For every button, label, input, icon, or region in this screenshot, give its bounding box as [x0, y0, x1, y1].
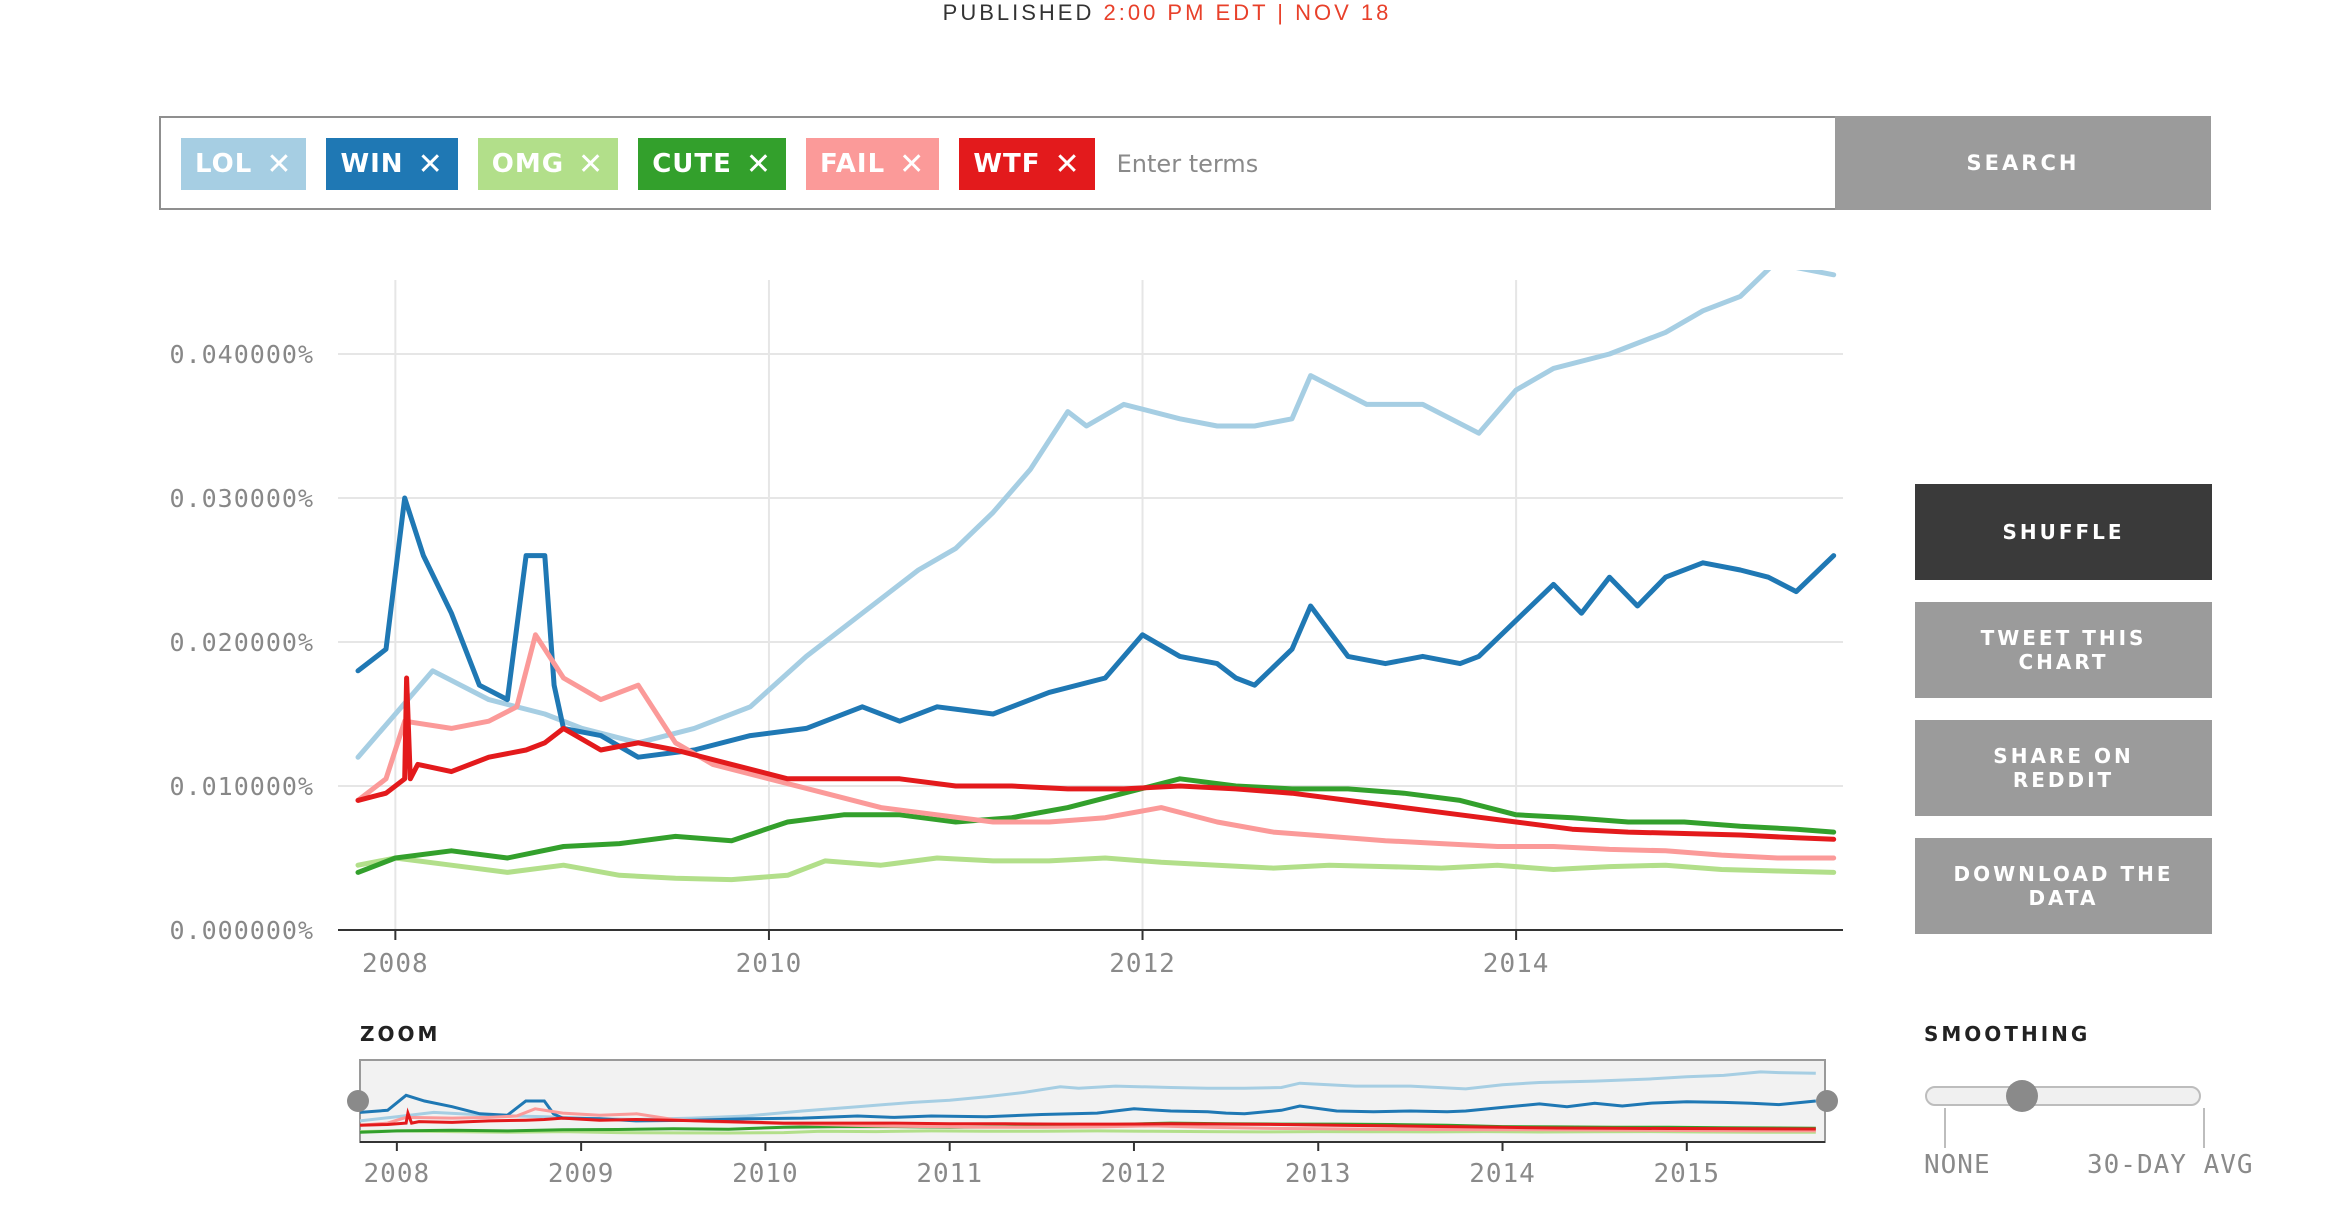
smoothing-label: SMOOTHING [1924, 1022, 2091, 1046]
tag-label: WIN [340, 149, 404, 179]
shuffle-button[interactable]: SHUFFLE [1915, 484, 2212, 580]
y-tick-label: 0.040000% [170, 340, 314, 369]
tag-win[interactable]: WIN ✕ [326, 138, 458, 190]
zoom-label: ZOOM [360, 1022, 441, 1046]
tag-list: LOL ✕ WIN ✕ OMG ✕ CUTE ✕ FAIL ✕ WTF ✕ [181, 137, 1819, 191]
zoom-x-tick-label: 2009 [548, 1159, 615, 1189]
series-line-fail [355, 632, 1837, 861]
series-line-cute [355, 776, 1837, 875]
published-label: PUBLISHED [942, 0, 1095, 25]
published-time: 2:00 PM EDT | NOV 18 [1103, 0, 1392, 25]
tag-label: FAIL [820, 149, 886, 179]
zoom-x-tick-label: 2012 [1101, 1159, 1168, 1189]
tag-wtf[interactable]: WTF ✕ [959, 138, 1095, 190]
zoom-series-line-wtf [359, 1107, 1816, 1131]
close-icon[interactable]: ✕ [899, 146, 926, 182]
series-line-lol [355, 270, 1837, 760]
zoom-x-tick-label: 2014 [1469, 1159, 1536, 1189]
x-tick-label: 2012 [1109, 949, 1176, 979]
tag-lol[interactable]: LOL ✕ [181, 138, 307, 190]
zoom-x-tick-label: 2011 [916, 1159, 983, 1189]
slider-tick-max [2203, 1108, 2205, 1148]
download-data-button[interactable]: DOWNLOAD THE DATA [1915, 838, 2212, 934]
close-icon[interactable]: ✕ [745, 146, 773, 182]
smoothing-slider-track[interactable] [1925, 1086, 2201, 1106]
tag-label: LOL [195, 149, 253, 179]
smoothing-max-label: 30-DAY AVG [2087, 1150, 2254, 1180]
close-icon[interactable]: ✕ [1054, 146, 1081, 182]
share-reddit-button[interactable]: SHARE ON REDDIT [1915, 720, 2212, 816]
zoom-x-tick-label: 2015 [1653, 1159, 1720, 1189]
y-tick-label: 0.030000% [170, 484, 314, 513]
search-input[interactable] [1114, 137, 1819, 191]
zoom-handle-left[interactable] [347, 1090, 369, 1112]
zoom-handle-right[interactable] [1816, 1090, 1838, 1112]
main-chart: 0.000000% 0.010000% 0.020000% 0.030000% 0.04… [170, 270, 1843, 979]
zoom-chart[interactable]: 2008 2009 2010 2011 2012 2013 2014 2015 [340, 1045, 1860, 1195]
x-tick-label: 2008 [362, 949, 429, 979]
series-line-win [355, 495, 1837, 760]
zoom-series-line-omg [359, 1129, 1816, 1135]
smoothing-slider-handle[interactable] [2005, 1080, 2038, 1112]
close-icon[interactable]: ✕ [578, 146, 605, 182]
zoom-series-line-fail [359, 1107, 1816, 1133]
zoom-x-tick-label: 2010 [732, 1159, 799, 1189]
tweet-chart-button[interactable]: TWEET THIS CHART [1915, 602, 2212, 698]
tag-label: WTF [973, 149, 1041, 179]
zoom-series-line-win [359, 1093, 1816, 1123]
published-line: PUBLISHED 2:00 PM EDT | NOV 18 [0, 0, 2334, 26]
smoothing-min-label: NONE [1924, 1150, 1991, 1180]
slider-tick-min [1944, 1108, 1946, 1148]
search-button[interactable]: SEARCH [1835, 116, 2211, 210]
y-tick-label: 0.000000% [170, 916, 314, 945]
tag-omg[interactable]: OMG ✕ [477, 138, 619, 190]
series-line-wtf [355, 675, 1837, 842]
x-tick-label: 2014 [1483, 949, 1550, 979]
tag-fail[interactable]: FAIL ✕ [806, 138, 940, 190]
zoom-x-tick-label: 2013 [1285, 1159, 1352, 1189]
y-tick-label: 0.010000% [170, 772, 314, 801]
x-tick-label: 2010 [736, 949, 803, 979]
series-line-omg [355, 855, 1837, 883]
close-icon[interactable]: ✕ [417, 146, 444, 182]
tag-label: CUTE [652, 149, 732, 179]
tag-cute[interactable]: CUTE ✕ [638, 138, 787, 190]
y-tick-label: 0.020000% [170, 628, 314, 657]
tag-label: OMG [491, 149, 565, 179]
zoom-x-tick-label: 2008 [364, 1159, 431, 1189]
close-icon[interactable]: ✕ [266, 146, 293, 182]
